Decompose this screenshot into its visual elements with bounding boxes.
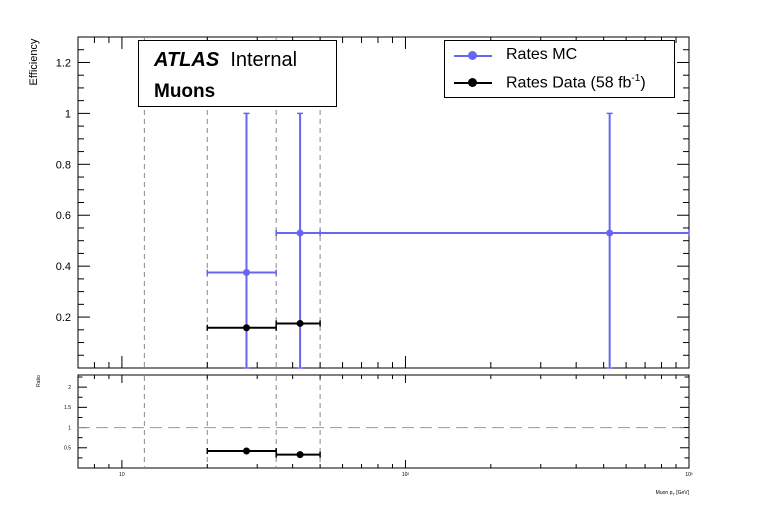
- legend-marker-dot: [468, 78, 477, 87]
- y-tick-label: 2: [68, 385, 71, 391]
- atlas-label: ATLAS Internal: [154, 49, 297, 72]
- legend-entry-mc: Rates MC: [445, 45, 674, 67]
- ratio-panel: 0.5 1 1.5 2 10 10² 10³: [64, 374, 693, 478]
- atlas-label-box: ATLAS Internal Muons: [138, 40, 337, 107]
- data-point: [206, 112, 277, 369]
- data-marker: [242, 324, 250, 332]
- atlas-status: Internal: [230, 49, 298, 71]
- legend-label-lumi-sup: -1: [631, 73, 641, 84]
- legend-label-mc: Rates MC: [506, 46, 578, 63]
- y-tick-label: 0.6: [56, 210, 71, 222]
- y-tick-label: 1.2: [56, 57, 71, 69]
- y-tick-label: 1: [65, 108, 71, 120]
- data-point: [206, 324, 277, 332]
- y-tick-label: 1: [68, 425, 71, 431]
- data-marker: [242, 269, 250, 277]
- efficiency-axis-label: Efficiency: [28, 38, 40, 85]
- ratio-axis-label: Ratio: [36, 375, 42, 387]
- legend-label-data-name: Rates Data: [506, 74, 587, 92]
- legend-entry-data: Rates Data (58 fb-1): [445, 72, 674, 94]
- y-tick-label: 0.2: [56, 312, 71, 324]
- legend-label-lumi: (58 fb: [590, 74, 632, 92]
- efficiency-panel: 0.2 0.4 0.6 0.8 1 1.2: [56, 36, 690, 369]
- legend: Rates MC Rates Data (58 fb-1): [444, 40, 675, 98]
- y-tick-label: 1.5: [64, 405, 71, 411]
- x-tick-label: 10²: [402, 472, 410, 478]
- series-rates-mc: [206, 112, 690, 369]
- selection-label: Muons: [154, 81, 216, 102]
- data-point: [275, 112, 690, 369]
- data-marker: [606, 229, 614, 237]
- data-point: [206, 447, 277, 455]
- legend-label-data: Rates Data (58 fb-1): [506, 73, 646, 92]
- data-marker: [296, 319, 304, 327]
- data-point: [275, 112, 321, 369]
- plot-frame: [77, 374, 690, 469]
- x-tick-label: 10: [119, 472, 125, 478]
- data-marker: [242, 447, 250, 455]
- series-rates-data: [206, 319, 321, 332]
- y-tick-label: 0.5: [64, 446, 71, 452]
- y-tick-label: 0.8: [56, 159, 71, 171]
- atlas-text: ATLAS: [154, 49, 220, 71]
- y-tick-label: 0.4: [56, 261, 71, 273]
- x-tick-label: 10³: [685, 472, 693, 478]
- x-axis-label: Muon pT [GeV]: [656, 490, 690, 497]
- legend-label-lumi-end: ): [640, 74, 646, 92]
- data-point: [275, 319, 321, 327]
- data-marker: [296, 451, 304, 459]
- legend-marker-dot: [468, 51, 477, 60]
- data-point: [275, 451, 321, 459]
- series-ratio: [206, 447, 321, 459]
